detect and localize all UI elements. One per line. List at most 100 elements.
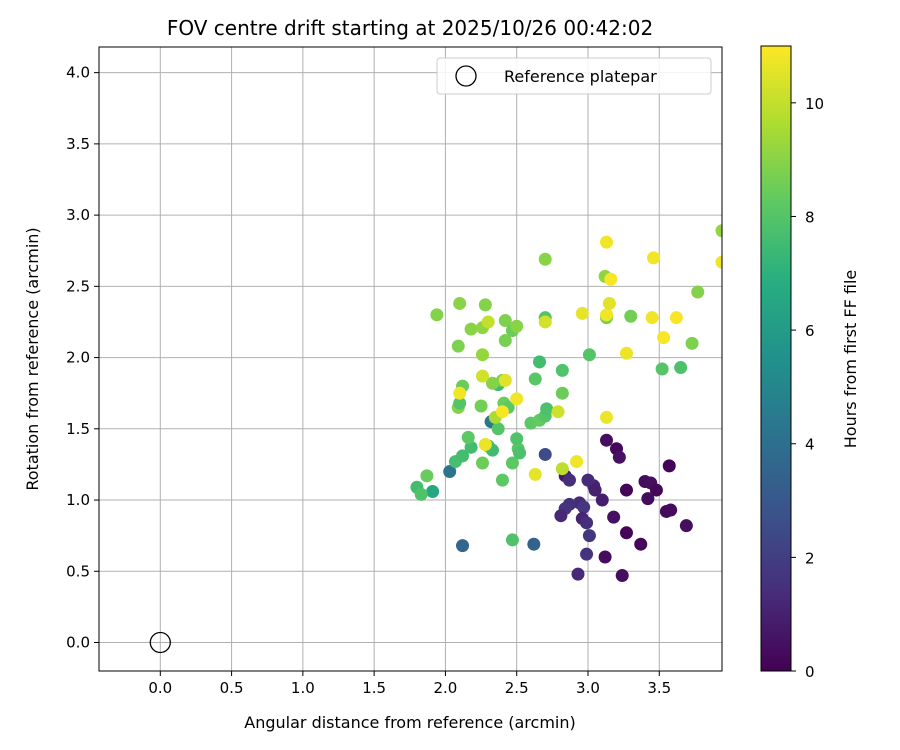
colorbar-ticks: 0 2 4 6 8 10 — [791, 95, 824, 681]
data-point — [662, 459, 676, 473]
data-point — [430, 308, 444, 322]
data-point — [582, 529, 596, 543]
x-tick-label: 3.0 — [576, 679, 600, 697]
y-tick-label: 4.0 — [66, 64, 90, 82]
data-point — [582, 348, 596, 362]
data-point — [495, 473, 509, 487]
data-point — [657, 331, 671, 345]
data-point — [555, 462, 569, 476]
x-tick-label: 1.0 — [291, 679, 315, 697]
data-point — [562, 473, 576, 487]
data-point — [498, 314, 512, 328]
data-point — [691, 285, 705, 299]
data-point — [485, 376, 499, 390]
data-point — [604, 272, 618, 286]
colorbar-tick-label: 2 — [805, 549, 815, 567]
data-point — [685, 336, 699, 350]
data-point — [464, 322, 478, 336]
data-point — [513, 446, 527, 460]
colorbar — [760, 45, 792, 672]
data-point — [527, 537, 541, 551]
y-axis-label: Rotation from reference (arcmin) — [23, 227, 42, 490]
data-point — [538, 447, 552, 461]
colorbar-tick-label: 10 — [805, 95, 824, 113]
colorbar-tick-label: 6 — [805, 322, 815, 340]
data-point — [577, 500, 591, 514]
y-tick-label: 2.5 — [66, 277, 90, 295]
data-point — [615, 569, 629, 583]
data-point — [619, 483, 633, 497]
data-point — [528, 372, 542, 386]
data-point — [475, 348, 489, 362]
chart-title: FOV centre drift starting at 2025/10/26 … — [167, 16, 653, 40]
data-point — [554, 509, 568, 523]
data-point — [580, 547, 594, 561]
x-tick-label: 3.5 — [647, 679, 671, 697]
data-point — [528, 467, 542, 481]
data-point — [453, 296, 467, 310]
data-point — [533, 355, 547, 369]
y-tick-label: 1.5 — [66, 420, 90, 438]
data-point — [645, 311, 659, 325]
data-point — [451, 339, 465, 353]
legend-label: Reference platepar — [504, 67, 657, 86]
data-point — [443, 465, 457, 479]
x-axis-label: Angular distance from reference (arcmin) — [244, 713, 575, 732]
data-point — [475, 456, 489, 470]
data-point — [555, 363, 569, 377]
data-point — [581, 473, 595, 487]
data-point — [715, 224, 722, 238]
data-point — [456, 539, 470, 553]
data-point — [600, 308, 614, 322]
colorbar-tick-label: 0 — [805, 663, 815, 681]
data-point — [475, 369, 489, 383]
data-point — [647, 251, 661, 265]
data-point — [619, 346, 633, 360]
data-point — [481, 315, 495, 329]
data-point — [679, 519, 693, 533]
data-point — [474, 399, 488, 413]
colorbar-tick-label: 4 — [805, 436, 815, 454]
reference-marker — [149, 631, 171, 654]
data-point — [607, 510, 621, 524]
data-point — [414, 487, 428, 501]
data-point — [555, 386, 569, 400]
plot-frame — [98, 46, 723, 672]
data-point — [641, 492, 655, 506]
x-tick-label: 2.0 — [433, 679, 457, 697]
grid-lines — [99, 47, 722, 671]
y-tick-label: 3.5 — [66, 135, 90, 153]
data-point — [580, 516, 594, 530]
x-tick-label: 2.5 — [505, 679, 529, 697]
data-point — [510, 432, 524, 446]
data-point — [540, 402, 554, 416]
x-tick-label: 0.0 — [148, 679, 172, 697]
data-point — [510, 392, 524, 406]
data-point — [602, 296, 616, 310]
data-point — [453, 386, 467, 400]
data-point — [505, 533, 519, 547]
data-point — [595, 493, 609, 507]
x-tick-label: 1.5 — [362, 679, 386, 697]
data-point — [715, 255, 722, 269]
data-point — [491, 422, 505, 436]
y-tick-label: 0.5 — [66, 562, 90, 580]
data-point — [505, 456, 519, 470]
data-points — [410, 224, 722, 583]
x-axis-ticks: 0.0 0.5 1.0 1.5 2.0 2.5 3.0 3.5 — [148, 671, 671, 697]
data-point — [655, 362, 669, 376]
legend-box — [436, 57, 712, 95]
y-tick-label: 3.0 — [66, 206, 90, 224]
data-point — [426, 484, 440, 498]
y-tick-label: 1.0 — [66, 491, 90, 509]
data-point — [420, 469, 434, 483]
data-point — [498, 333, 512, 347]
data-point — [478, 298, 492, 312]
y-tick-label: 2.0 — [66, 349, 90, 367]
data-point — [649, 483, 663, 497]
data-point — [600, 235, 614, 249]
legend: Reference platepar — [436, 57, 712, 95]
data-point — [478, 437, 492, 451]
data-point — [598, 550, 612, 564]
data-point — [588, 483, 602, 497]
